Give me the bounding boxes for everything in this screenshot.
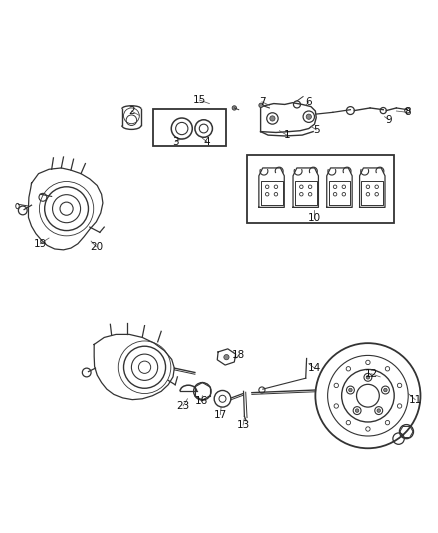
Text: 23: 23: [177, 401, 190, 411]
Text: 20: 20: [90, 242, 103, 252]
Bar: [153, 109, 226, 146]
Text: 15: 15: [193, 95, 206, 105]
Text: 6: 6: [305, 97, 312, 107]
Bar: [247, 155, 394, 223]
Text: 14: 14: [308, 363, 321, 373]
Circle shape: [270, 116, 275, 121]
Circle shape: [349, 388, 352, 392]
Circle shape: [384, 388, 387, 392]
Circle shape: [259, 103, 263, 108]
Circle shape: [224, 354, 229, 360]
Text: 4: 4: [203, 136, 210, 147]
Text: 5: 5: [313, 125, 320, 135]
Circle shape: [366, 376, 370, 379]
Circle shape: [232, 106, 237, 110]
Circle shape: [355, 409, 359, 413]
Text: 19: 19: [34, 239, 47, 249]
Text: 18: 18: [232, 350, 245, 360]
Circle shape: [377, 409, 381, 413]
Text: 3: 3: [172, 136, 179, 147]
Circle shape: [306, 114, 311, 119]
Text: 13: 13: [237, 420, 250, 430]
Text: 17: 17: [214, 409, 227, 419]
Text: 12: 12: [365, 369, 378, 379]
Text: 11: 11: [409, 394, 422, 405]
Text: 9: 9: [385, 115, 392, 125]
Text: 1: 1: [283, 130, 290, 140]
Text: 7: 7: [258, 97, 265, 107]
Text: 8: 8: [404, 107, 411, 117]
Text: 2: 2: [128, 106, 135, 116]
Text: 10: 10: [308, 213, 321, 223]
Text: 16: 16: [195, 397, 208, 406]
